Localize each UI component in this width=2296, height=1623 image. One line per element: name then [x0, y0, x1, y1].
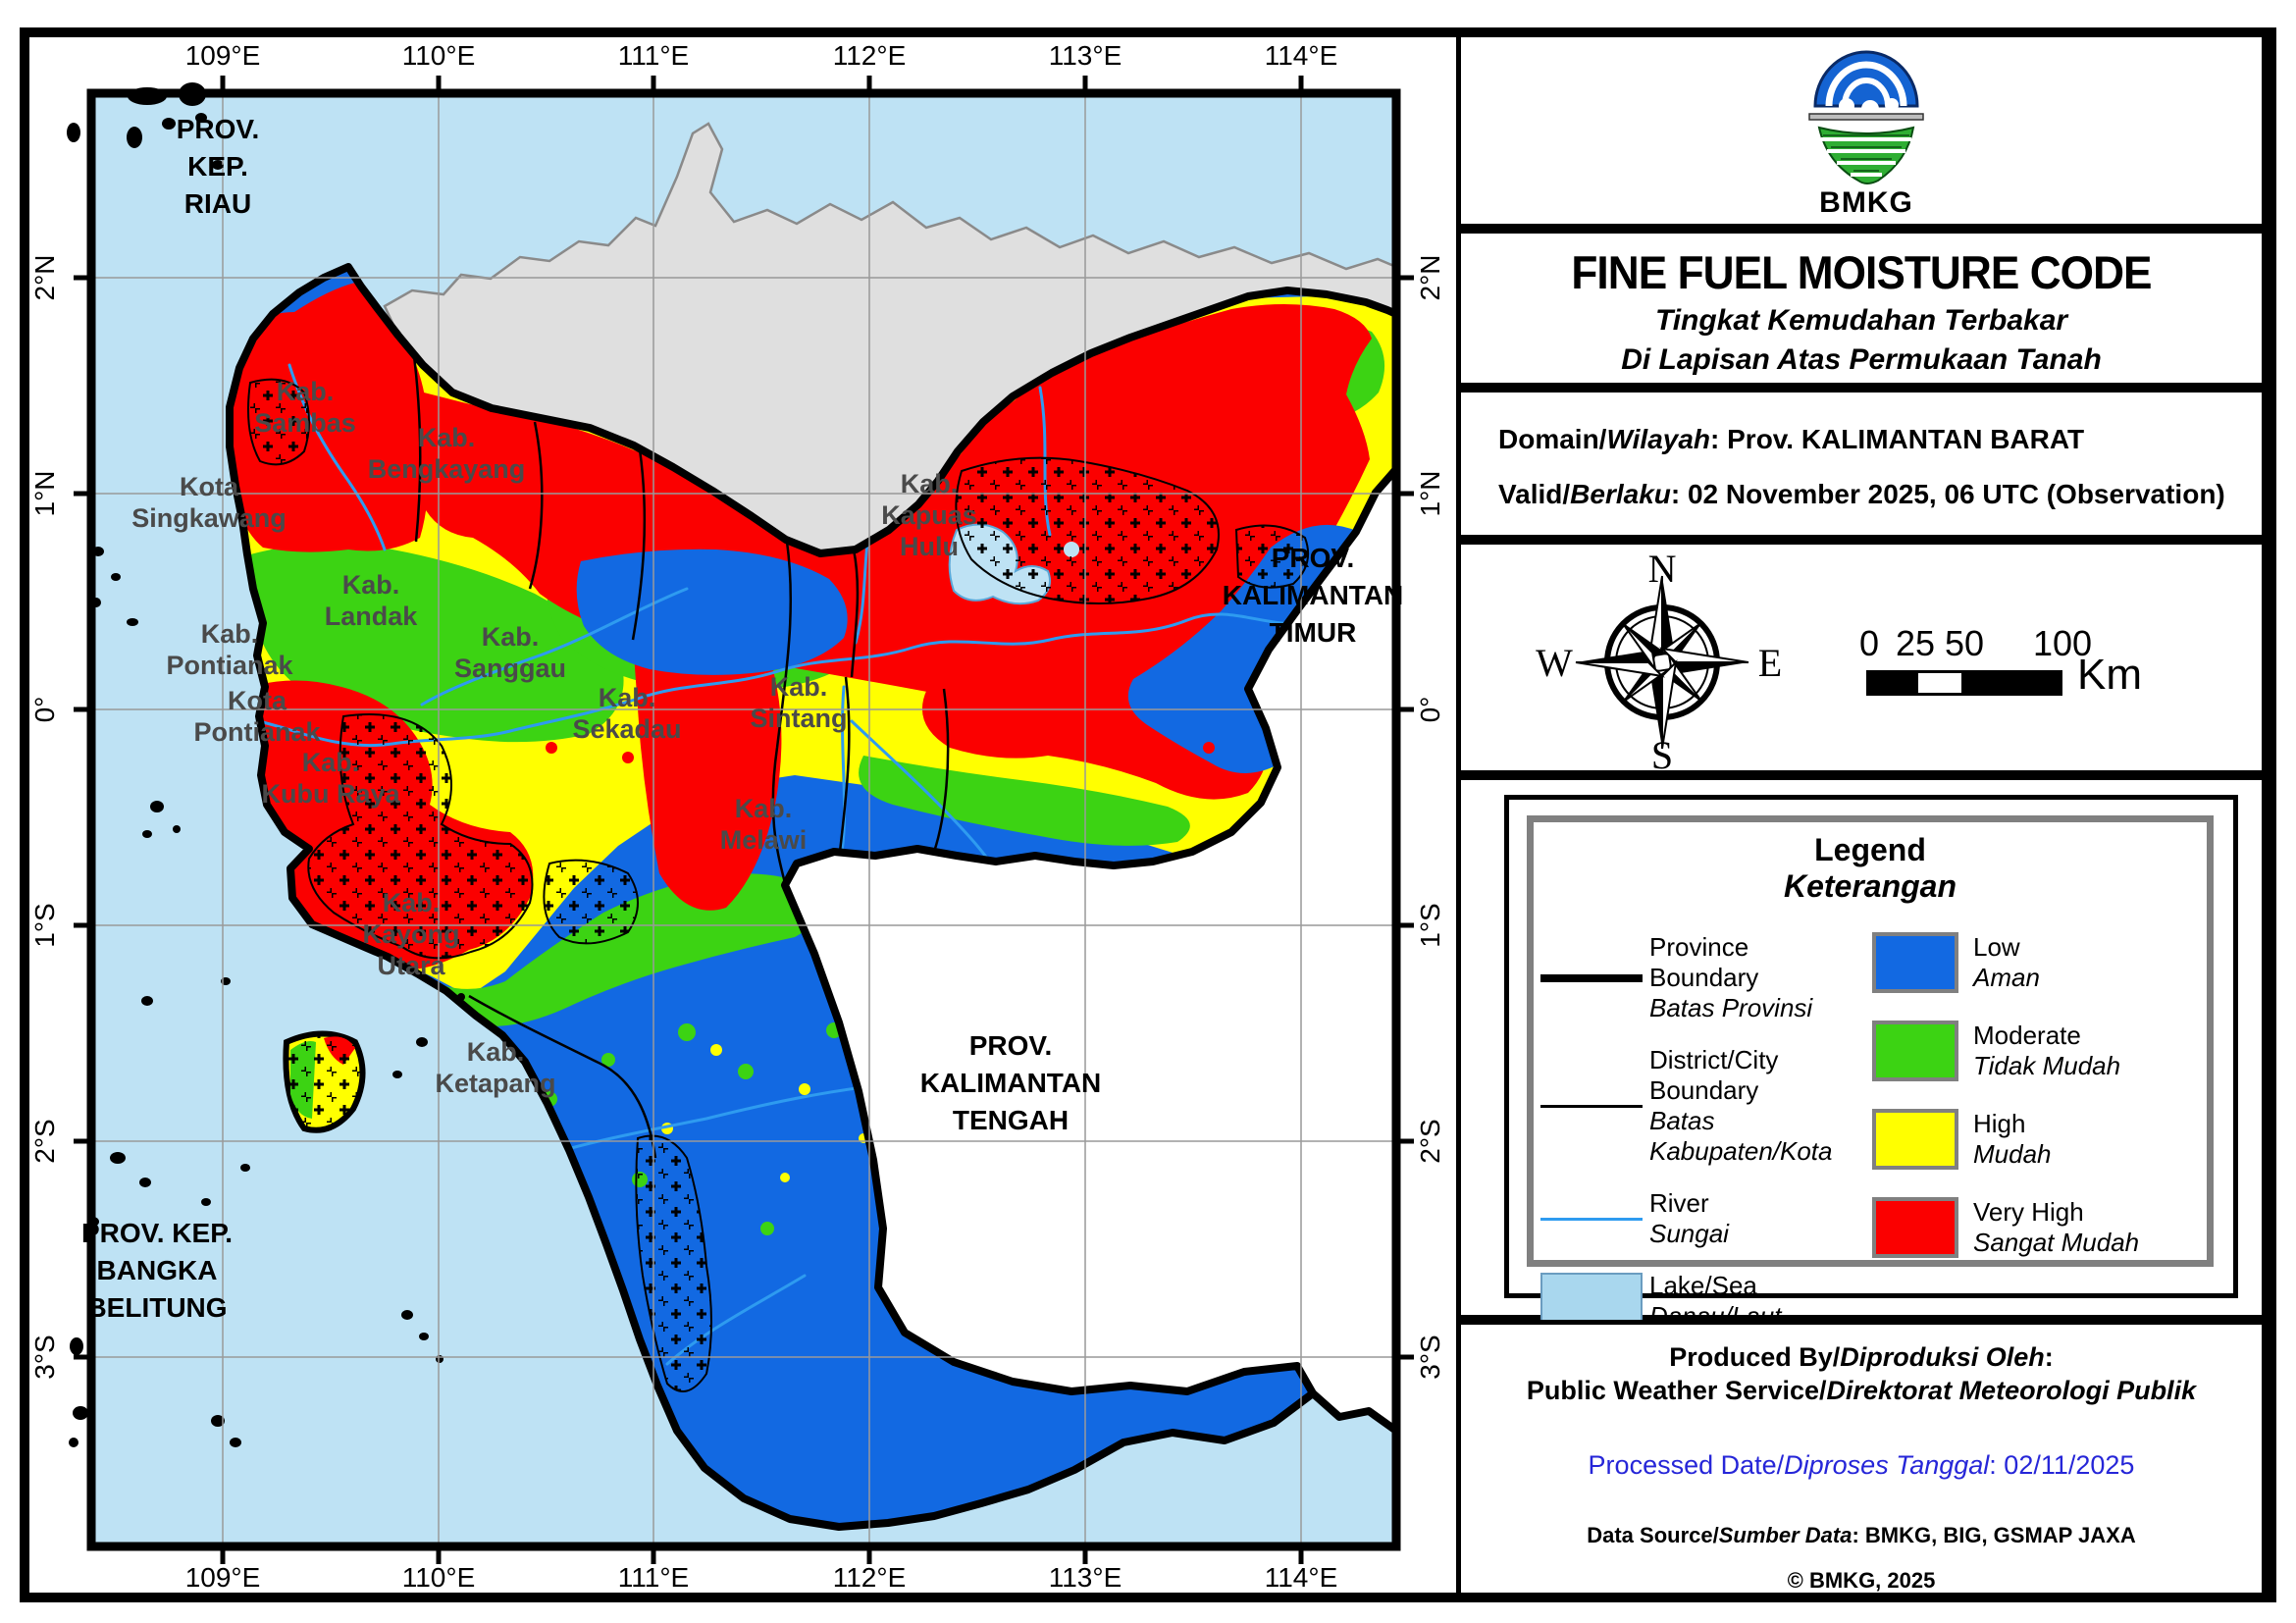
produced-by-line: Produced By/Diproduksi Oleh:: [1669, 1342, 2054, 1372]
copyright-line: © BMKG, 2025: [1787, 1568, 1936, 1593]
ffmc-classes: [230, 283, 1396, 1392]
info-panel: BMKG FINE FUEL MOISTURE CODE Tingkat Kem…: [1456, 27, 2276, 1602]
data-source-line: Data Source/Sumber Data: BMKG, BIG, GSMA…: [1587, 1523, 2136, 1547]
very-high-swatch: [1872, 1197, 1958, 1258]
legend-item-low: Low Aman: [1857, 932, 2207, 993]
legend-item-river: River Sungai: [1534, 1188, 1857, 1249]
legend-item-province-boundary: Province Boundary Batas Provinsi: [1534, 932, 1857, 1023]
river-symbol: [1540, 1217, 1643, 1221]
valid-line: Valid/Berlaku: 02 November 2025, 06 UTC …: [1498, 479, 2225, 509]
domain-line: Domain/Wilayah: Prov. KALIMANTAN BARAT: [1498, 424, 2085, 454]
scale-0: 0: [1858, 623, 1880, 663]
district-boundary-symbol: [1540, 1104, 1643, 1108]
legend-section: Legend Keterangan Province Boundary Batas…: [1456, 775, 2267, 1413]
map-subtitle-1: Tingkat Kemudahan Terbakar: [1654, 304, 2068, 337]
footer-box: Produced By/Diproduksi Oleh: Public Weat…: [1456, 1320, 2267, 1602]
low-swatch: [1872, 932, 1958, 993]
scalebar-seg-3: [1964, 670, 2062, 696]
scale-100: 100: [2032, 623, 2093, 663]
processed-date-line: Processed Date/Diproses Tanggal: 02/11/2…: [1588, 1450, 2135, 1480]
compass-s: S: [1651, 733, 1673, 775]
legend-item-moderate: Moderate Tidak Mudah: [1857, 1021, 2207, 1081]
map-title: FINE FUEL MOISTURE CODE: [1571, 246, 2152, 298]
scale-25: 25: [1895, 623, 1936, 663]
legend-class-column: Low Aman Moderate Tidak Mudah High Mudah: [1857, 932, 2207, 1428]
legend-title-id: Keterangan: [1783, 868, 1957, 904]
axis-ticks: [74, 76, 1414, 1564]
map-subtitle-2: Di Lapisan Atas Permukaan Tanah: [1621, 343, 2102, 376]
graticule: [91, 93, 1396, 1546]
bmkg-logo-text: BMKG: [1819, 186, 1913, 219]
scale-50: 50: [1944, 623, 1985, 663]
title-box: FINE FUEL MOISTURE CODE Tingkat Kemudaha…: [1456, 229, 2267, 388]
scalebar-seg-2: [1915, 670, 1964, 696]
compass-scale-box: N E S W 0 25 50 100 Km: [1456, 540, 2267, 775]
produced-by-value: Public Weather Service/Direktorat Meteor…: [1526, 1376, 2197, 1405]
compass-n: N: [1648, 547, 1677, 591]
compass-w: W: [1536, 641, 1573, 685]
high-swatch: [1872, 1109, 1958, 1170]
neighbour-provinces-land: [785, 469, 1396, 1435]
map-frame: [86, 88, 1401, 1551]
scalebar-unit: Km: [2077, 651, 2142, 699]
legend-item-very-high: Very High Sangat Mudah: [1857, 1197, 2207, 1258]
legend-title-en: Legend: [1814, 832, 1926, 867]
scalebar-seg-1: [1866, 670, 1915, 696]
province-boundary-symbol: [1540, 973, 1643, 982]
bmkg-logo-icon: [1808, 50, 1924, 184]
logo-box: BMKG: [1456, 27, 2267, 229]
legend-item-district-boundary: District/City Boundary Batas Kabupaten/Ko…: [1534, 1045, 1857, 1167]
domain-box: Domain/Wilayah: Prov. KALIMANTAN BARAT V…: [1456, 388, 2267, 540]
compass-e: E: [1758, 641, 1782, 685]
legend-item-high: High Mudah: [1857, 1109, 2207, 1170]
island-maya: [283, 1030, 366, 1133]
islands: [67, 82, 465, 1447]
moderate-swatch: [1872, 1021, 1958, 1081]
compass-rose-icon: N E S W: [1536, 547, 1782, 775]
legend-box: Legend Keterangan Province Boundary Batas…: [1504, 795, 2238, 1413]
